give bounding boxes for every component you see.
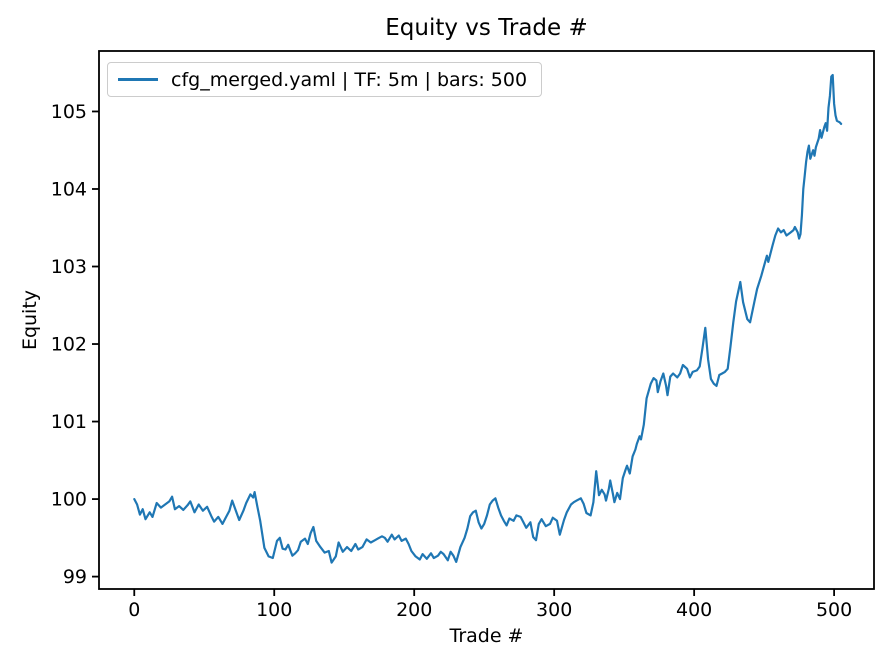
legend-label: cfg_merged.yaml | TF: 5m | bars: 500 xyxy=(171,68,528,91)
x-tick-label: 300 xyxy=(536,599,572,621)
legend-line-swatch xyxy=(118,78,158,81)
x-tick-label: 400 xyxy=(676,599,712,621)
x-tick-label: 500 xyxy=(816,599,852,621)
equity-line xyxy=(133,73,843,564)
y-tick-label: 100 xyxy=(51,489,87,511)
x-tick-label: 100 xyxy=(256,599,292,621)
chart-title: Equity vs Trade # xyxy=(385,15,588,41)
legend: cfg_merged.yaml | TF: 5m | bars: 500 xyxy=(107,62,543,97)
x-axis-label: Trade # xyxy=(449,625,524,647)
y-tick-label: 99 xyxy=(63,566,87,588)
y-tick-label: 102 xyxy=(51,334,87,356)
y-tick-label: 101 xyxy=(51,411,87,433)
y-tick-label: 103 xyxy=(51,256,87,278)
y-tick-label: 104 xyxy=(51,178,87,200)
plot-border xyxy=(98,50,875,590)
x-tick-label: 0 xyxy=(128,599,140,621)
y-tick-label: 105 xyxy=(51,101,87,123)
x-tick-label: 200 xyxy=(396,599,432,621)
